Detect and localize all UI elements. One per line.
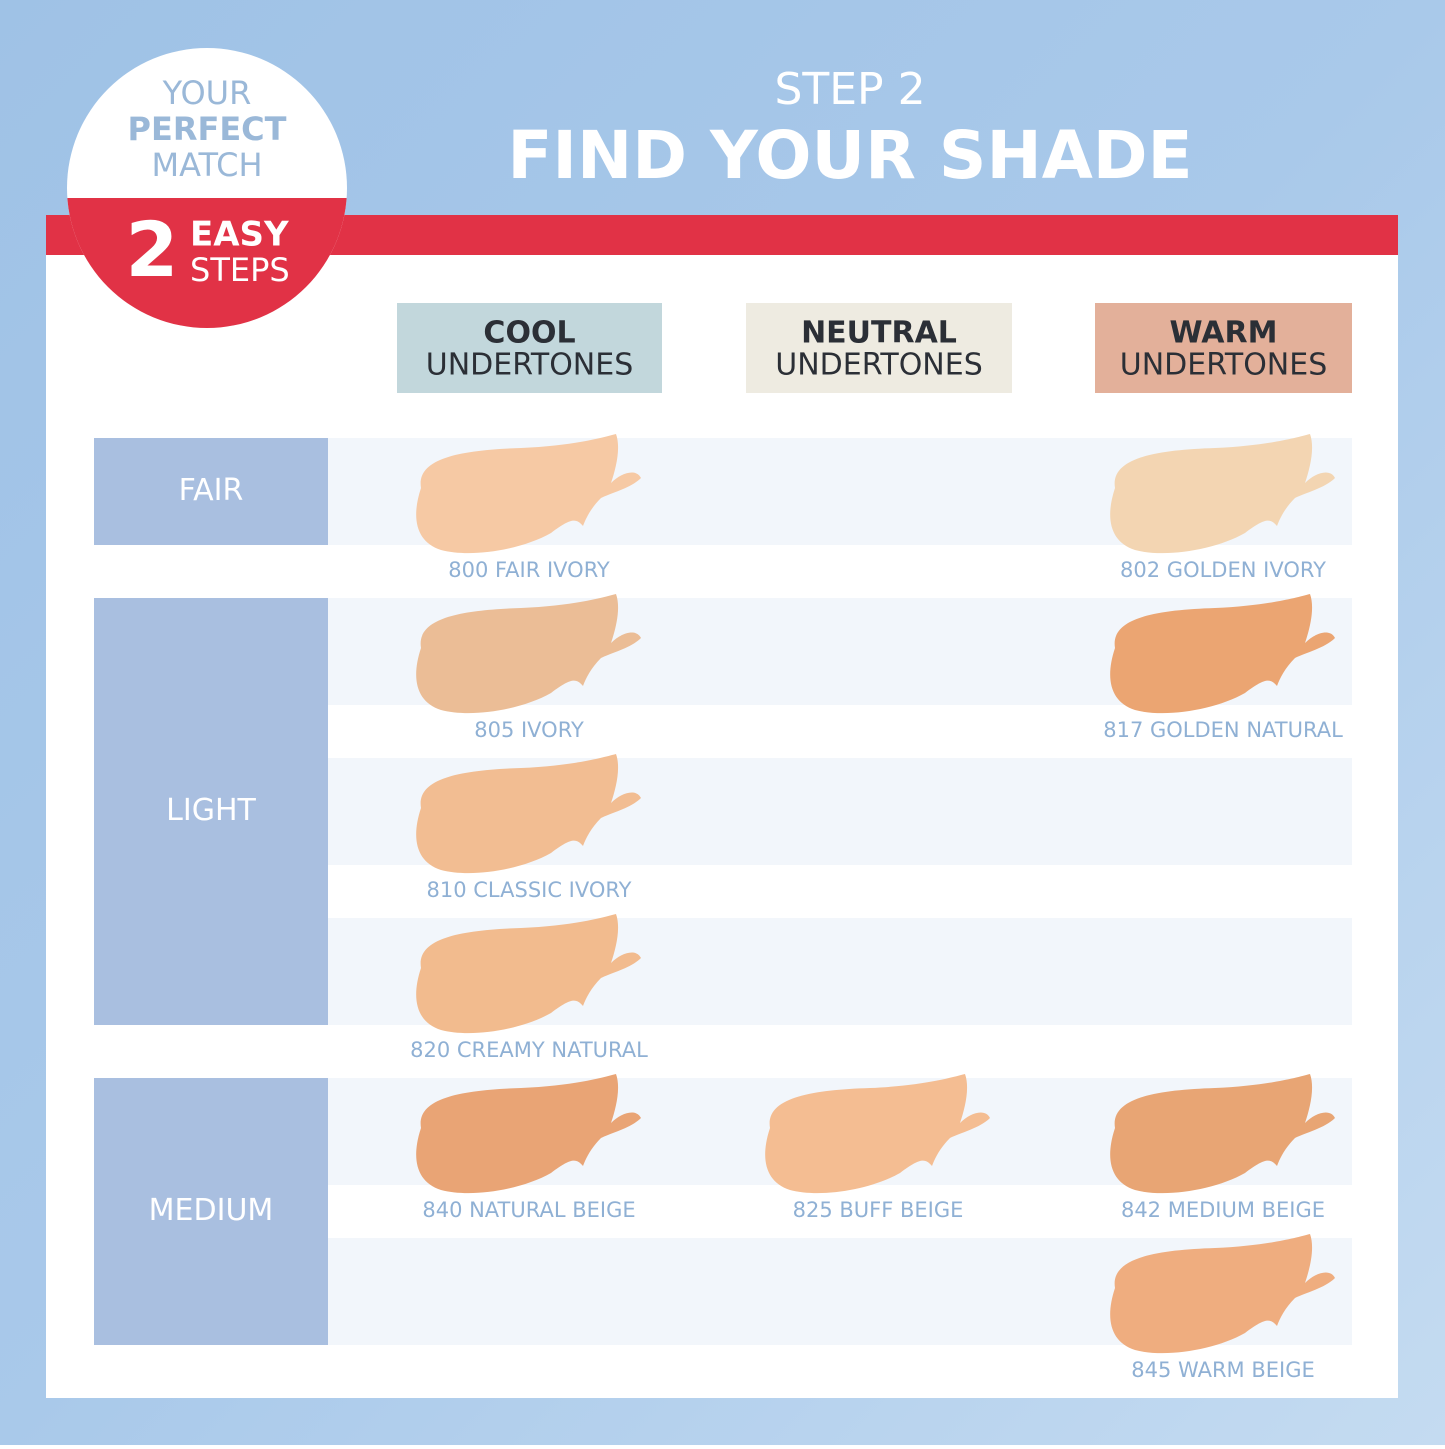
shade-name: 842 MEDIUM BEIGE bbox=[1121, 1198, 1325, 1222]
swatch bbox=[416, 754, 641, 874]
badge-text: PERFECT bbox=[128, 110, 287, 148]
badge-text: YOUR bbox=[162, 74, 252, 112]
row-label-box bbox=[94, 1078, 328, 1345]
column-subtitle: UNDERTONES bbox=[775, 348, 983, 383]
column-header bbox=[1095, 303, 1352, 393]
title: FIND YOUR SHADE bbox=[507, 117, 1192, 194]
column-subtitle: UNDERTONES bbox=[426, 348, 634, 383]
swatch bbox=[416, 594, 641, 714]
shade-name: 805 IVORY bbox=[474, 718, 584, 742]
swatch bbox=[416, 914, 641, 1034]
badge-number: 2 bbox=[126, 205, 179, 294]
column-subtitle: UNDERTONES bbox=[1120, 348, 1328, 383]
column-header bbox=[746, 303, 1012, 393]
column-header bbox=[397, 303, 662, 393]
row-label-box bbox=[94, 438, 328, 545]
column-title: WARM bbox=[1170, 316, 1278, 351]
shade-name: 810 CLASSIC IVORY bbox=[427, 878, 632, 902]
shade-name: 817 GOLDEN NATURAL bbox=[1103, 718, 1343, 742]
shade-name: 845 WARM BEIGE bbox=[1131, 1358, 1315, 1382]
swatch bbox=[765, 1074, 990, 1194]
column-title: NEUTRAL bbox=[801, 316, 957, 351]
row-label-box bbox=[94, 598, 328, 1025]
row-label: FAIR bbox=[179, 473, 244, 508]
swatch bbox=[416, 434, 641, 554]
swatch bbox=[1110, 434, 1335, 554]
badge-text: EASY bbox=[190, 215, 289, 255]
shade-name: 800 FAIR IVORY bbox=[448, 558, 610, 582]
row-label: MEDIUM bbox=[149, 1193, 274, 1228]
badge-text: STEPS bbox=[190, 251, 290, 289]
row-label: LIGHT bbox=[166, 793, 256, 828]
swatch bbox=[1110, 1234, 1335, 1354]
shade-name: 820 CREAMY NATURAL bbox=[410, 1038, 648, 1062]
swatch bbox=[1110, 1074, 1335, 1194]
shade-name: 802 GOLDEN IVORY bbox=[1120, 558, 1326, 582]
step-label: STEP 2 bbox=[774, 64, 925, 115]
swatch bbox=[416, 1074, 641, 1194]
swatch bbox=[1110, 594, 1335, 714]
badge-text: MATCH bbox=[151, 146, 262, 184]
column-title: COOL bbox=[483, 316, 575, 351]
shade-name: 840 NATURAL BEIGE bbox=[422, 1198, 635, 1222]
shade-name: 825 BUFF BEIGE bbox=[793, 1198, 964, 1222]
